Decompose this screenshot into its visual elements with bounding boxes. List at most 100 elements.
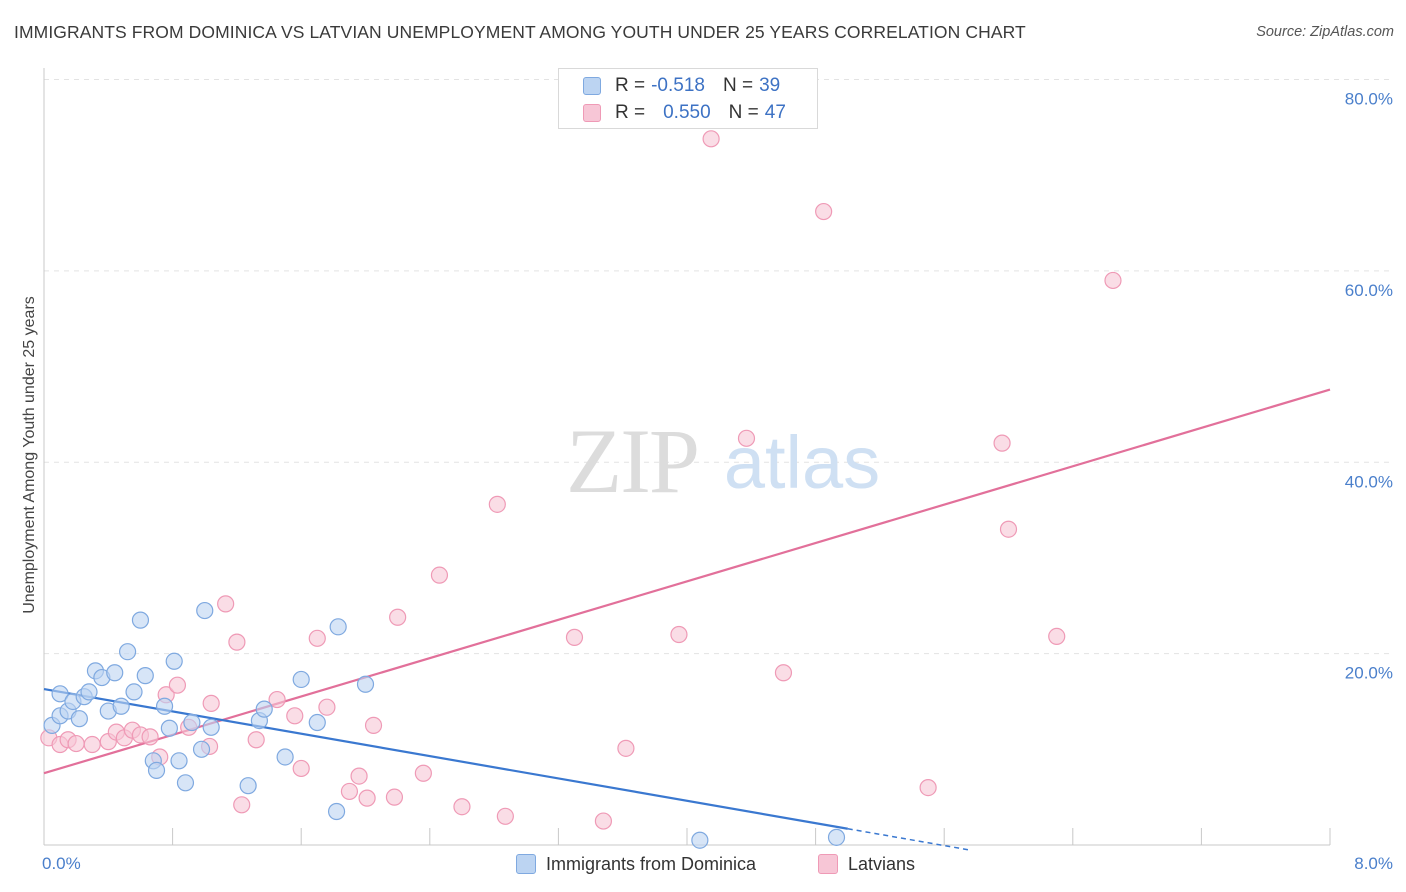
data-point-latvians xyxy=(496,807,514,825)
data-point-latvians xyxy=(737,429,756,447)
data-point-dominica xyxy=(131,611,150,629)
data-point-latvians xyxy=(358,789,376,807)
data-point-dominica xyxy=(51,685,69,703)
legend-r-label: R = xyxy=(615,102,646,123)
data-point-dominica xyxy=(308,713,326,732)
stats-legend: R = -0.518 N = 39 R = 0.550 N = 47 xyxy=(558,68,818,129)
data-point-latvians xyxy=(565,628,584,646)
y-tick-label: 80.0% xyxy=(1345,90,1393,109)
trend-line-dominica xyxy=(43,687,848,830)
data-point-latvians xyxy=(702,130,720,148)
data-point-latvians xyxy=(318,698,336,716)
data-point-latvians xyxy=(247,731,265,749)
x-tick-label: 0.0% xyxy=(42,854,81,873)
data-point-dominica xyxy=(125,683,143,701)
chart-title: IMMIGRANTS FROM DOMINICA VS LATVIAN UNEM… xyxy=(14,22,1026,42)
data-point-dominica xyxy=(827,828,846,846)
bottom-legend-swatch-pink xyxy=(818,854,838,874)
data-point-dominica xyxy=(136,667,154,685)
tick-labels: 20.0% 40.0% 60.0% 80.0% 0.0% 8.0% xyxy=(42,90,1393,874)
data-point-dominica xyxy=(118,643,137,661)
data-point-dominica xyxy=(70,710,88,728)
data-point-latvians xyxy=(286,707,304,725)
legend-r-label: R = xyxy=(615,75,646,96)
data-point-latvians xyxy=(919,778,937,797)
data-point-latvians xyxy=(414,764,432,782)
data-point-latvians xyxy=(233,796,251,814)
data-point-latvians xyxy=(364,716,383,734)
data-point-latvians xyxy=(292,759,310,778)
data-point-latvians xyxy=(594,812,613,830)
data-point-latvians xyxy=(670,625,688,644)
legend-n-label: N = xyxy=(728,102,759,123)
data-point-latvians xyxy=(385,788,404,806)
trend-line-dominica-extension xyxy=(847,827,969,851)
y-axis-label: Unemployment Among Youth under 25 years xyxy=(21,296,38,614)
data-point-latvians xyxy=(67,734,85,753)
data-point-latvians xyxy=(340,782,359,801)
data-point-dominica xyxy=(147,761,166,779)
data-point-latvians xyxy=(202,694,220,712)
data-point-dominica xyxy=(176,774,195,792)
data-point-latvians xyxy=(83,735,101,754)
legend-n-value: 39 xyxy=(759,75,781,96)
data-point-latvians xyxy=(999,520,1018,538)
data-point-dominica xyxy=(196,601,214,620)
data-point-latvians xyxy=(217,595,235,613)
data-point-dominica xyxy=(155,697,174,715)
legend-n-label: N = xyxy=(722,75,754,96)
legend-row-dominica: R = -0.518 N = 39 xyxy=(583,74,780,98)
legend-swatch-pink xyxy=(583,104,601,122)
data-point-dominica xyxy=(192,740,211,758)
bottom-legend-label-latvians: Latvians xyxy=(848,853,916,874)
y-tick-label: 40.0% xyxy=(1345,472,1393,491)
bottom-legend-latvians: Latvians xyxy=(818,851,915,877)
data-point-latvians xyxy=(389,608,407,626)
watermark: ZIP atlas xyxy=(566,410,880,512)
data-point-dominica xyxy=(165,652,183,670)
data-point-latvians xyxy=(228,633,246,651)
data-point-dominica xyxy=(170,752,188,770)
data-point-latvians xyxy=(168,676,187,694)
data-point-dominica xyxy=(160,719,178,737)
data-point-latvians xyxy=(350,767,368,785)
data-point-latvians xyxy=(815,202,833,221)
data-point-latvians xyxy=(774,664,793,682)
data-point-dominica xyxy=(239,777,257,795)
data-point-dominica xyxy=(255,700,273,718)
data-point-dominica xyxy=(112,697,130,715)
y-tick-label: 20.0% xyxy=(1345,664,1393,683)
data-point-latvians xyxy=(617,739,635,757)
grid-lines xyxy=(44,79,1392,655)
x-tick-label: 8.0% xyxy=(1354,854,1393,873)
source-label: Source: ZipAtlas.com xyxy=(1256,24,1394,40)
bottom-legend-label-dominica: Immigrants from Dominica xyxy=(546,853,757,874)
data-point-latvians xyxy=(993,434,1011,452)
axes xyxy=(43,68,1331,846)
data-point-latvians xyxy=(308,629,326,647)
data-point-dominica xyxy=(183,713,201,732)
data-point-dominica xyxy=(356,675,375,693)
data-point-dominica xyxy=(202,718,220,736)
data-point-latvians xyxy=(1048,627,1066,646)
legend-n-value: 47 xyxy=(764,102,786,123)
legend-r-value: -0.518 xyxy=(651,75,705,96)
bottom-legend-dominica: Immigrants from Dominica xyxy=(516,851,756,877)
data-point-dominica xyxy=(329,618,347,636)
data-point-latvians xyxy=(430,566,449,584)
legend-r-value: 0.550 xyxy=(663,102,711,123)
legend-row-latvians: R = 0.550 N = 47 xyxy=(583,101,786,125)
data-point-dominica xyxy=(327,802,346,821)
data-point-latvians xyxy=(268,690,286,709)
data-point-dominica xyxy=(276,748,294,766)
y-tick-label: 60.0% xyxy=(1345,281,1393,300)
data-point-latvians xyxy=(1104,271,1122,290)
data-points xyxy=(40,130,1122,849)
data-point-latvians xyxy=(488,495,506,513)
data-point-latvians xyxy=(453,798,471,816)
bottom-legend-swatch-blue xyxy=(516,854,536,874)
legend-swatch-blue xyxy=(583,77,601,95)
data-point-latvians xyxy=(141,728,159,746)
data-point-dominica xyxy=(691,831,709,849)
